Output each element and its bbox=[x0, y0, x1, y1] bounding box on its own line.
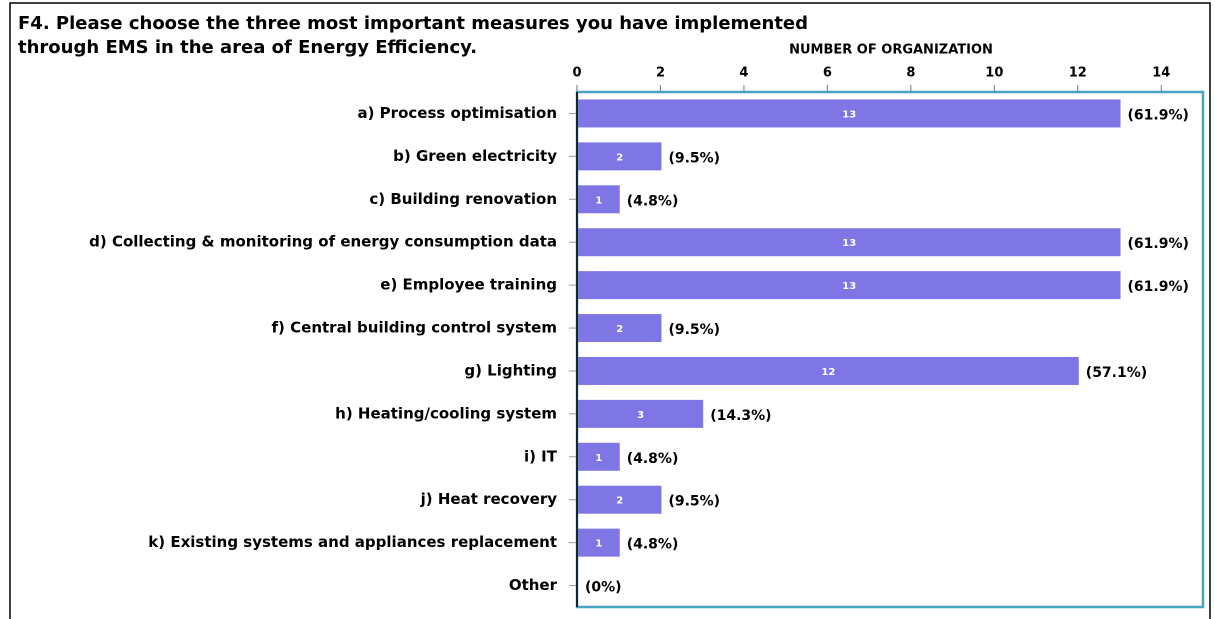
bar bbox=[578, 228, 1121, 257]
bar-value-label: 1 bbox=[595, 195, 602, 206]
percent-label: (4.8%) bbox=[627, 193, 679, 209]
percent-label: (9.5%) bbox=[668, 494, 720, 510]
plot-area bbox=[575, 90, 1205, 609]
bar-value-label: 12 bbox=[821, 367, 835, 378]
bar-value-label: 13 bbox=[842, 109, 856, 120]
chart-title: F4. Please choose the three most importa… bbox=[18, 13, 808, 34]
x-tick-label: 6 bbox=[823, 66, 832, 81]
bar bbox=[578, 185, 620, 214]
x-tick-label: 12 bbox=[1069, 66, 1087, 81]
bar bbox=[578, 314, 662, 343]
bar bbox=[578, 528, 620, 557]
y-tick-label: f) Central building control system bbox=[272, 319, 557, 337]
percent-label: (9.5%) bbox=[668, 150, 720, 166]
x-tick-label: 2 bbox=[656, 66, 665, 81]
bar bbox=[578, 356, 1079, 385]
bar-value-label: 13 bbox=[842, 238, 856, 249]
bar bbox=[578, 99, 1121, 128]
percent-label: (61.9%) bbox=[1128, 279, 1189, 295]
bar-value-label: 1 bbox=[595, 453, 602, 464]
bar bbox=[578, 485, 662, 514]
y-tick-label: j) Heat recovery bbox=[420, 490, 558, 508]
y-tick-label: a) Process optimisation bbox=[357, 104, 557, 122]
bar-value-label: 3 bbox=[637, 410, 644, 421]
bar-value-label: 2 bbox=[616, 152, 623, 163]
axis-title: NUMBER OF ORGANIZATION bbox=[789, 43, 993, 58]
percent-label: (0%) bbox=[585, 580, 622, 596]
bar bbox=[578, 271, 1121, 300]
bar-value-label: 2 bbox=[616, 324, 623, 335]
y-tick-label: d) Collecting & monitoring of energy con… bbox=[89, 233, 557, 251]
y-tick-label: Other bbox=[509, 576, 558, 594]
y-tick-label: k) Existing systems and appliances repla… bbox=[148, 533, 557, 551]
percent-label: (57.1%) bbox=[1086, 365, 1147, 381]
chart-title: through EMS in the area of Energy Effici… bbox=[18, 37, 477, 58]
x-tick-label: 14 bbox=[1152, 66, 1170, 81]
percent-label: (61.9%) bbox=[1128, 236, 1189, 252]
y-tick-label: b) Green electricity bbox=[393, 147, 557, 165]
bar bbox=[578, 442, 620, 471]
percent-label: (9.5%) bbox=[668, 322, 720, 338]
x-tick-label: 4 bbox=[739, 66, 748, 81]
bar-value-label: 1 bbox=[595, 539, 602, 550]
frame bbox=[9, 2, 1211, 619]
percent-label: (4.8%) bbox=[627, 537, 679, 553]
percent-label: (14.3%) bbox=[710, 408, 771, 424]
y-tick-label: g) Lighting bbox=[464, 361, 557, 379]
percent-label: (4.8%) bbox=[627, 451, 679, 467]
bar-value-label: 2 bbox=[616, 496, 623, 507]
bar bbox=[578, 399, 704, 428]
x-tick-label: 0 bbox=[572, 66, 581, 81]
y-tick-label: h) Heating/cooling system bbox=[335, 404, 557, 422]
bar-value-label: 13 bbox=[842, 281, 856, 292]
y-tick-label: e) Employee training bbox=[380, 276, 557, 294]
x-tick-label: 10 bbox=[985, 66, 1003, 81]
y-tick-label: i) IT bbox=[524, 447, 558, 465]
x-tick-label: 8 bbox=[906, 66, 915, 81]
percent-label: (61.9%) bbox=[1128, 107, 1189, 123]
y-tick-label: c) Building renovation bbox=[369, 190, 557, 208]
bar bbox=[578, 142, 662, 171]
